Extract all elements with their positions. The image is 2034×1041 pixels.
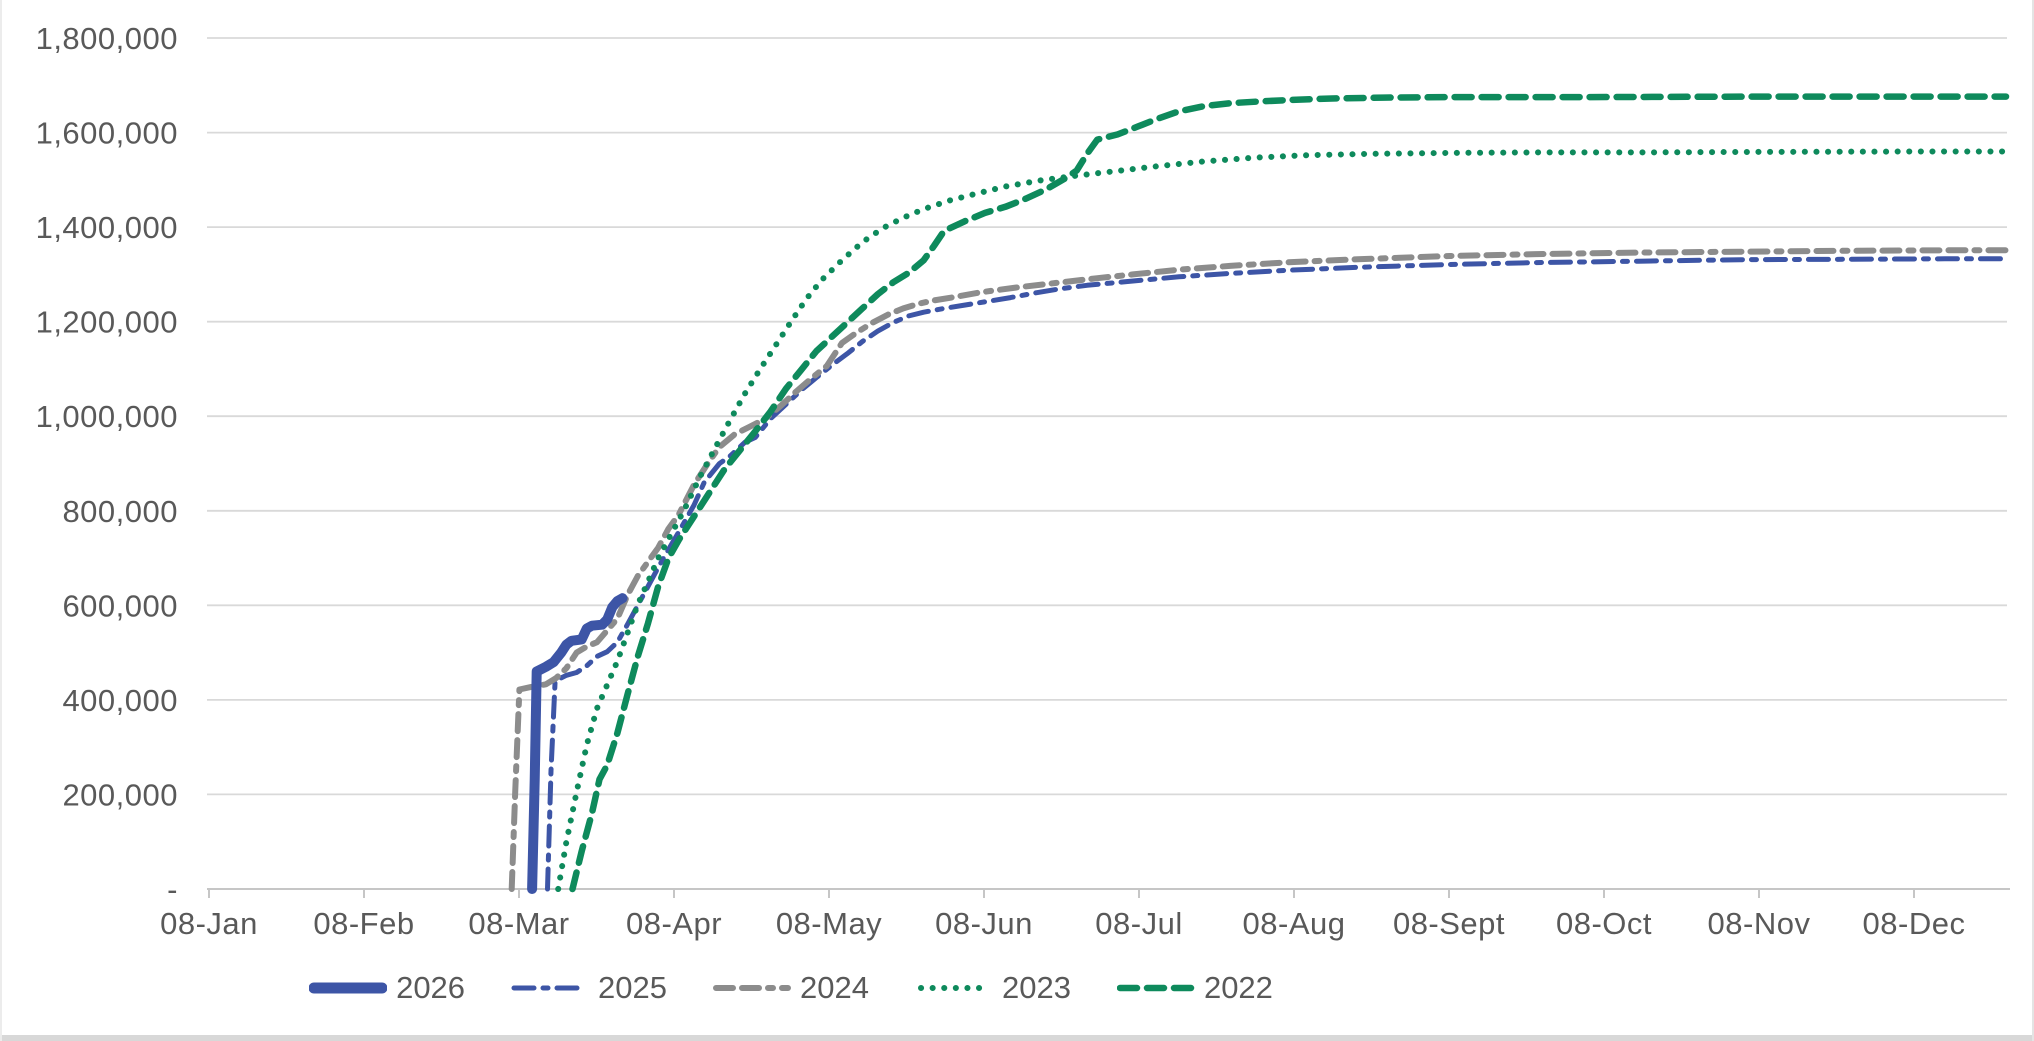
- legend-item-2022: 2022: [1116, 970, 1273, 1005]
- x-axis-label: 08-Apr: [626, 906, 722, 941]
- legend-label: 2025: [598, 970, 668, 1005]
- x-axis-label: 08-Aug: [1243, 906, 1346, 941]
- x-axis-label: 08-Jan: [160, 906, 258, 941]
- y-axis-label: 1,000,000: [36, 399, 178, 434]
- legend-marker-2026-solid-line: [309, 982, 388, 993]
- y-axis-label: 1,800,000: [36, 21, 178, 56]
- legend-item-2026: 2026: [309, 972, 465, 1003]
- x-axis-label: 08-Jun: [935, 906, 1033, 941]
- legend-item-2023: 2023: [915, 972, 1071, 1003]
- x-axis-label: 08-Nov: [1708, 906, 1811, 941]
- series-lines: [508, 93, 2010, 894]
- series-line-2026: [527, 593, 628, 894]
- x-axis-label: 08-Feb: [313, 906, 414, 941]
- legend-label: 2024: [800, 970, 869, 1005]
- legend-marker-2024-dashed-line: [713, 984, 792, 991]
- legend-item-2024: 2024: [713, 972, 869, 1003]
- y-axis-labels: - 200,000 400,000 600,000 800,000 1,000,000 1,…: [36, 21, 178, 907]
- series-line-2025: [545, 256, 2009, 892]
- x-axis-label: 08-Oct: [1556, 906, 1652, 941]
- x-axis-label: 08-Dec: [1863, 906, 1966, 941]
- x-axis-label: 08-Mar: [468, 906, 569, 941]
- legend-marker-2025-dash-dot-line: [511, 985, 589, 990]
- legend-label: 2023: [1001, 970, 1071, 1005]
- y-axis-label: 1,400,000: [36, 210, 178, 245]
- x-axis-labels: 08-Jan 08-Feb 08-Mar 08-Apr 08-May 08-Jun 08-J…: [160, 906, 1965, 941]
- series-line-2024: [508, 247, 2009, 892]
- gridlines: [207, 37, 2007, 796]
- y-axis-label: 1,200,000: [36, 305, 178, 340]
- x-axis: [207, 888, 2010, 898]
- y-axis-label: 600,000: [62, 588, 178, 623]
- legend-label: 2026: [396, 970, 466, 1005]
- legend-item-2025: 2025: [511, 972, 667, 1003]
- x-axis-label: 08-Jul: [1095, 906, 1182, 941]
- legend-marker-2023-dotted-line: [917, 984, 993, 991]
- series-line-2023: [555, 148, 2009, 892]
- bottom-edge-bar: [2, 1035, 2032, 1041]
- y-axis-label: -: [167, 872, 178, 907]
- y-axis-label: 1,600,000: [36, 116, 178, 151]
- legend-label: 2022: [1203, 970, 1273, 1005]
- y-axis-label: 800,000: [62, 494, 178, 529]
- legend-marker-2022-dashed-line: [1116, 984, 1195, 991]
- x-axis-label: 08-May: [776, 906, 882, 941]
- y-axis-label: 200,000: [62, 777, 178, 812]
- series-line-2022: [569, 93, 2010, 893]
- y-axis-label: 400,000: [62, 683, 178, 718]
- x-axis-label: 08-Sept: [1393, 906, 1505, 941]
- chart-legend: 2026 2025 2024 2023 2022: [2, 972, 1580, 1003]
